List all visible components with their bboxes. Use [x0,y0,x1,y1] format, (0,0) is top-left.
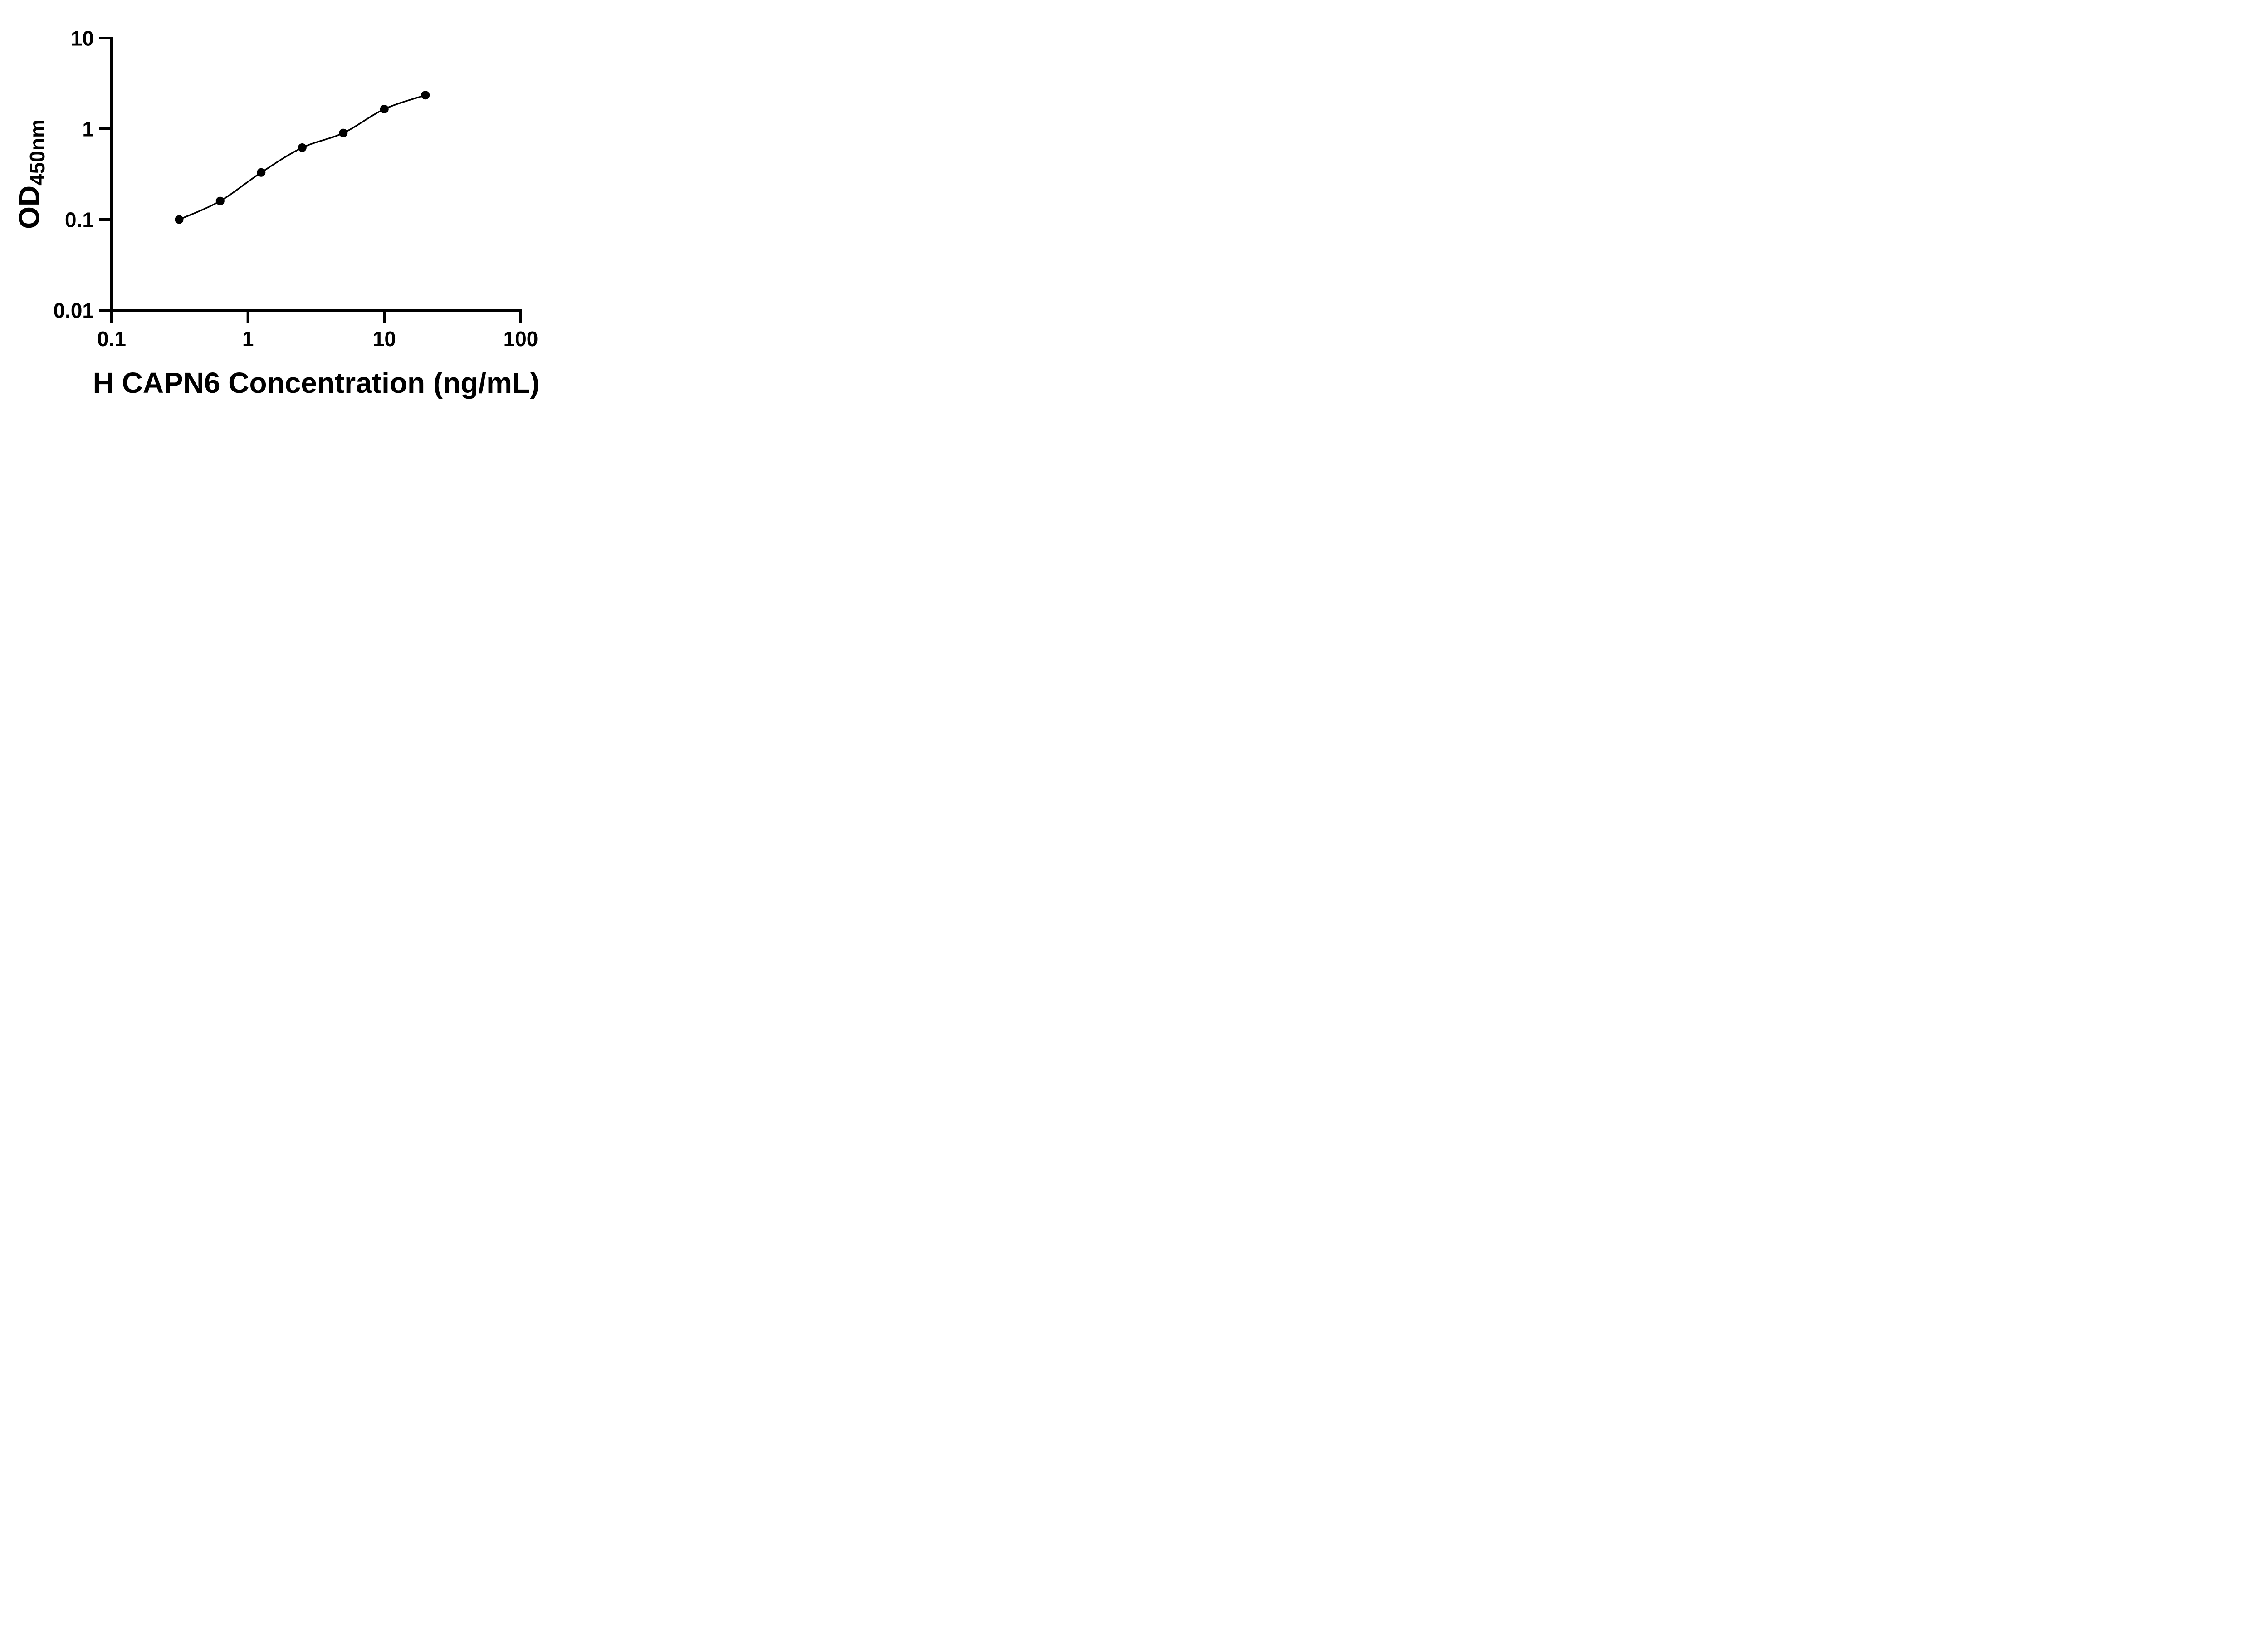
x-axis-title: H CAPN6 Concentration (ng/mL) [93,367,540,399]
elisa-standard-curve-page: 10 1 0.1 0.01 0.1 1 10 100 H CAPN6 Concentration… [0,0,583,408]
data-point-5 [339,128,348,137]
y-axis-title: OD450nm [13,119,49,229]
data-point-2.5 [298,143,307,152]
y-tick-label-0.01: 0.01 [53,299,94,323]
data-point-0.625 [215,196,225,205]
y-axis-title-subscript: 450nm [25,119,49,186]
y-tick-label-10: 10 [71,27,94,50]
x-tick-label-1: 1 [242,327,254,351]
x-tick-label-100: 100 [503,327,538,351]
y-tick-label-1: 1 [82,117,94,141]
data-point-10 [380,105,389,113]
standard-curve-figure: 10 1 0.1 0.01 0.1 1 10 100 H CAPN6 Concentration… [0,0,583,408]
y-axis-title-main: OD [13,186,45,229]
data-point-1.25 [257,168,266,177]
y-tick-label-0.1: 0.1 [65,208,94,232]
data-point-20 [421,91,430,100]
data-point-0.313 [175,215,184,224]
x-tick-label-10: 10 [373,327,396,351]
chart-background [0,0,583,408]
x-tick-label-0.1: 0.1 [97,327,126,351]
